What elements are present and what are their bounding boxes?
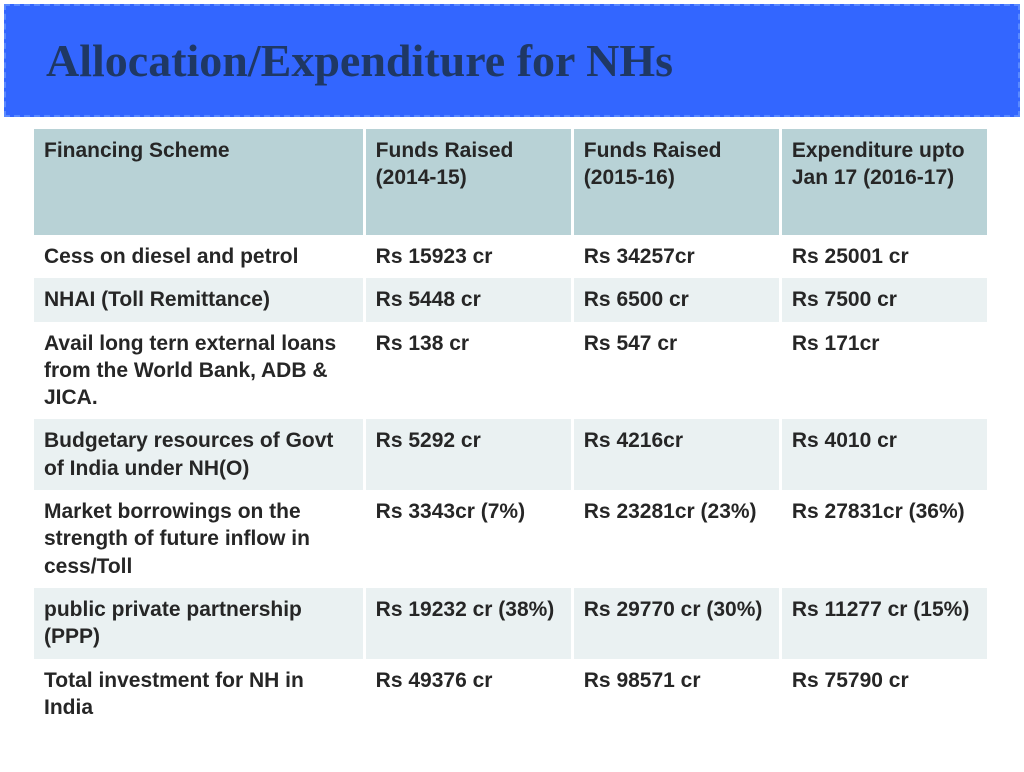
col-header-2016-17: Expenditure upto Jan 17 (2016-17) [780, 129, 988, 235]
cell-2014-15: Rs 5292 cr [364, 419, 572, 490]
col-header-2015-16: Funds Raised (2015-16) [572, 129, 780, 235]
table-row: Avail long tern external loans from the … [34, 322, 989, 420]
cell-2014-15: Rs 15923 cr [364, 235, 572, 278]
allocation-table: Financing Scheme Funds Raised (2014-15) … [34, 129, 990, 729]
col-header-scheme: Financing Scheme [34, 129, 364, 235]
cell-scheme: public private partnership (PPP) [34, 588, 364, 659]
cell-2014-15: Rs 5448 cr [364, 278, 572, 321]
cell-2016-17: Rs 75790 cr [780, 659, 988, 730]
cell-scheme: Cess on diesel and petrol [34, 235, 364, 278]
table-row: Budgetary resources of Govt of India und… [34, 419, 989, 490]
cell-2016-17: Rs 25001 cr [780, 235, 988, 278]
cell-2015-16: Rs 34257cr [572, 235, 780, 278]
cell-2016-17: Rs 7500 cr [780, 278, 988, 321]
cell-2015-16: Rs 23281cr (23%) [572, 490, 780, 588]
cell-2014-15: Rs 49376 cr [364, 659, 572, 730]
table-row: Total investment for NH in India Rs 4937… [34, 659, 989, 730]
cell-2014-15: Rs 3343cr (7%) [364, 490, 572, 588]
cell-2015-16: Rs 29770 cr (30%) [572, 588, 780, 659]
cell-scheme: Market borrowings on the strength of fut… [34, 490, 364, 588]
cell-2015-16: Rs 4216cr [572, 419, 780, 490]
cell-2016-17: Rs 11277 cr (15%) [780, 588, 988, 659]
cell-scheme: Total investment for NH in India [34, 659, 364, 730]
cell-2015-16: Rs 98571 cr [572, 659, 780, 730]
cell-scheme: Budgetary resources of Govt of India und… [34, 419, 364, 490]
cell-2015-16: Rs 6500 cr [572, 278, 780, 321]
cell-2014-15: Rs 138 cr [364, 322, 572, 420]
cell-2016-17: Rs 27831cr (36%) [780, 490, 988, 588]
cell-2014-15: Rs 19232 cr (38%) [364, 588, 572, 659]
title-banner: Allocation/Expenditure for NHs [4, 4, 1020, 117]
cell-2016-17: Rs 171cr [780, 322, 988, 420]
table-header-row: Financing Scheme Funds Raised (2014-15) … [34, 129, 989, 235]
cell-scheme: NHAI (Toll Remittance) [34, 278, 364, 321]
table-row: Cess on diesel and petrol Rs 15923 cr Rs… [34, 235, 989, 278]
page-title: Allocation/Expenditure for NHs [46, 34, 978, 87]
cell-scheme: Avail long tern external loans from the … [34, 322, 364, 420]
cell-2016-17: Rs 4010 cr [780, 419, 988, 490]
table-row: public private partnership (PPP) Rs 1923… [34, 588, 989, 659]
cell-2015-16: Rs 547 cr [572, 322, 780, 420]
col-header-2014-15: Funds Raised (2014-15) [364, 129, 572, 235]
table-row: Market borrowings on the strength of fut… [34, 490, 989, 588]
table-row: NHAI (Toll Remittance) Rs 5448 cr Rs 650… [34, 278, 989, 321]
